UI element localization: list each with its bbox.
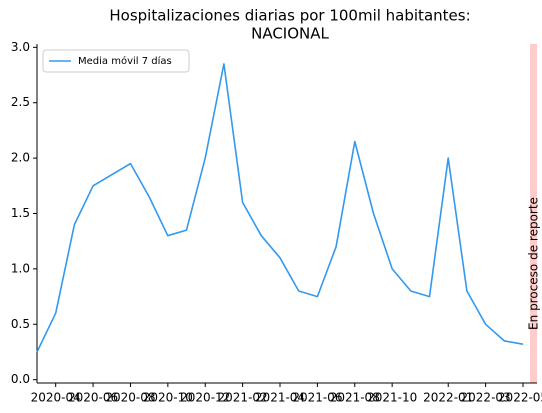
y-tick-label: 0.5: [11, 317, 30, 331]
y-tick-label: 2.0: [11, 151, 30, 165]
y-tick-label: 1.5: [11, 206, 30, 220]
x-tick-label: 2021-08: [330, 391, 380, 405]
y-tick-label: 2.5: [11, 95, 30, 109]
x-tick-label: 2021-04: [255, 391, 305, 405]
annotation: En proceso de reporte: [527, 197, 541, 330]
x-tick-label: 2021-10: [367, 391, 417, 405]
report-band: [530, 44, 537, 383]
x-tick-label: 2022-03: [461, 391, 511, 405]
y-tick-label: 3.0: [11, 40, 30, 54]
x-tick-label: 2022-01: [423, 391, 473, 405]
x-tick-label: 2020-10: [143, 391, 193, 405]
x-tick-label: 2020-08: [105, 391, 155, 405]
chart-subtitle: NACIONAL: [251, 25, 329, 43]
y-tick-label: 1.0: [11, 261, 30, 275]
legend-box: [42, 49, 190, 73]
x-tick-label: 2021-02: [218, 391, 268, 405]
line: [36, 63, 524, 353]
x-tick-label: 2021-06: [292, 391, 342, 405]
chart-title: Hospitalizaciones diarias por 100mil hab…: [109, 7, 470, 25]
x-tick-label: 2022-05: [498, 391, 542, 405]
x-tick-label: 2020-06: [68, 391, 118, 405]
legend-label: Media móvil 7 días: [78, 55, 172, 67]
x-tick-label: 2020-12: [180, 391, 230, 405]
y-tick-label: 0.0: [11, 372, 30, 386]
x-tick-label: 2020-04: [31, 391, 81, 405]
